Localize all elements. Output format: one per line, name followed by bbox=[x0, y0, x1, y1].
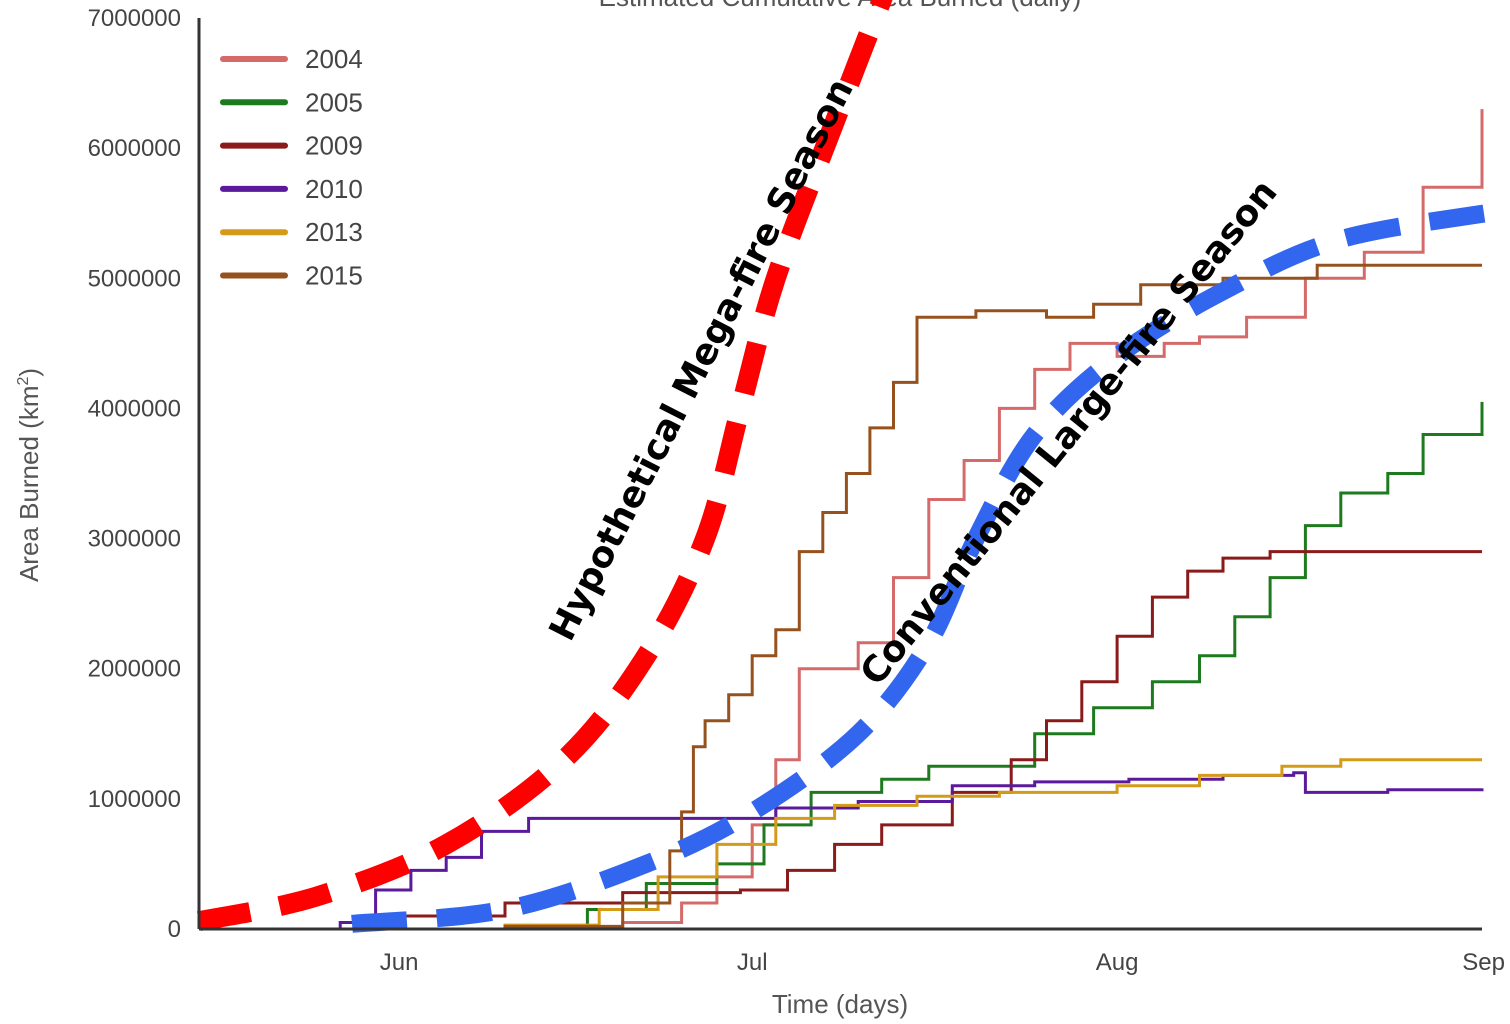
y-tick-label: 3000000 bbox=[88, 526, 181, 553]
y-tick-label: 4000000 bbox=[88, 395, 181, 422]
series-line-2015 bbox=[199, 263, 1482, 931]
x-tick-label: Aug bbox=[1096, 949, 1139, 976]
legend: 2004 2005 2009 2010 2013 2015 bbox=[220, 44, 363, 291]
series-line-2010 bbox=[199, 771, 1484, 931]
y-tick-label: 6000000 bbox=[88, 135, 181, 162]
x-tick-label: Jul bbox=[737, 949, 768, 976]
series-line-2005 bbox=[199, 401, 1484, 931]
legend-label: 2015 bbox=[305, 261, 363, 291]
y-tick-label: 0 bbox=[168, 916, 181, 943]
legend-label: 2013 bbox=[305, 217, 363, 247]
series-layer bbox=[199, 109, 1484, 931]
y-axis-title-superscript: 2 bbox=[15, 377, 32, 386]
y-axis-title: Area Burned (km2) bbox=[14, 368, 44, 582]
y-tick-label: 1000000 bbox=[88, 786, 181, 813]
legend-label: 2009 bbox=[305, 131, 363, 161]
x-tick-labels: Jun Jul Aug Sep bbox=[380, 949, 1505, 976]
chart-title: Estimated Cumulative Area Burned (daily) bbox=[599, 0, 1082, 12]
y-axis-title-close: ) bbox=[14, 368, 44, 377]
legend-label: 2005 bbox=[305, 87, 363, 117]
x-axis-title: Time (days) bbox=[772, 989, 908, 1019]
y-axis-title-text: Area Burned (km bbox=[14, 386, 44, 583]
y-tick-label: 2000000 bbox=[88, 656, 181, 683]
legend-label: 2010 bbox=[305, 174, 363, 204]
mega-fire-curve bbox=[196, 0, 893, 932]
series-line-2004 bbox=[199, 109, 1484, 931]
annotation-layer: Hypothetical Mega-fire SeasonConventiona… bbox=[196, 0, 1510, 933]
y-tick-labels: 0 1000000 2000000 3000000 4000000 5000000 6000… bbox=[88, 5, 181, 943]
large-fire-curve bbox=[351, 200, 1510, 933]
annotation-label: Conventional Large-fire Season bbox=[853, 172, 1286, 693]
y-tick-label: 7000000 bbox=[88, 5, 181, 32]
x-tick-label: Jun bbox=[380, 949, 419, 976]
legend-label: 2004 bbox=[305, 44, 363, 74]
y-tick-label: 5000000 bbox=[88, 265, 181, 292]
annotation-label: Hypothetical Mega-fire Season bbox=[542, 72, 862, 647]
series-line-2013 bbox=[199, 758, 1482, 931]
x-tick-label: Sep bbox=[1462, 949, 1505, 976]
